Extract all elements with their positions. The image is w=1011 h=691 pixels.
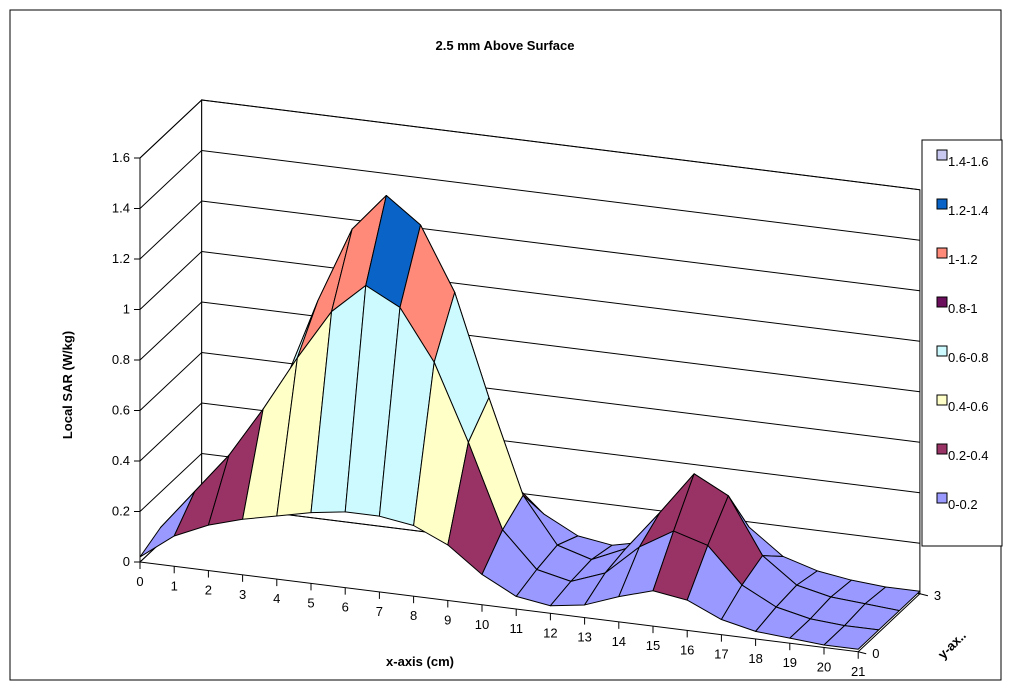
x-axis-ticks: 0 1 2 3 4 5 6 7 8 9 10 11 12 13 14 15 16 17 18 19 20 21 <box>136 562 865 679</box>
value-axis-title: Local SAR (W/kg) <box>60 331 75 439</box>
value-tick-label: 1 <box>123 302 130 317</box>
gridline <box>139 200 920 292</box>
x-tick-label: 4 <box>273 591 280 606</box>
gridline <box>139 402 920 494</box>
gridline <box>139 250 920 342</box>
x-tick-label: 3 <box>239 587 246 602</box>
legend: 1.4-1.6 1.2-1.4 1-1.2 0.8-1 0.6-0.8 0.4-0.6 0.… <box>921 139 1003 547</box>
value-axis-ticks: 0 0.2 0.4 0.6 0.8 1 1.2 1.4 1.6 <box>112 150 140 569</box>
legend-label: 1.2-1.4 <box>948 203 988 218</box>
y-axis-ticks: 03 <box>858 588 941 661</box>
x-tick-label: 5 <box>307 595 314 610</box>
legend-label: 0.8-1 <box>948 301 978 316</box>
x-tick-label: 15 <box>646 638 660 653</box>
gridline <box>139 301 920 393</box>
value-tick-label: 0.6 <box>112 403 130 418</box>
gridline <box>139 99 920 191</box>
x-tick-label: 20 <box>817 660 831 675</box>
x-tick-label: 14 <box>612 634 626 649</box>
value-tick-label: 0.8 <box>112 352 130 367</box>
x-tick-label: 0 <box>136 574 143 589</box>
legend-label: 1-1.2 <box>948 252 978 267</box>
gridline <box>139 149 920 241</box>
legend-swatch <box>936 345 948 357</box>
x-tick-label: 12 <box>543 625 557 640</box>
legend-swatch <box>936 198 948 210</box>
x-tick-label: 10 <box>475 617 489 632</box>
legend-label: 1.4-1.6 <box>948 154 988 169</box>
legend-swatch <box>936 443 948 455</box>
value-tick-label: 1.2 <box>112 251 130 266</box>
x-tick-label: 17 <box>714 647 728 662</box>
value-tick-label: 1.6 <box>112 150 130 165</box>
y-tick-label: 0 <box>872 646 879 661</box>
x-tick-label: 19 <box>783 655 797 670</box>
legend-swatch <box>936 492 948 504</box>
x-tick-label: 2 <box>205 583 212 598</box>
surface-plot <box>139 194 921 650</box>
legend-swatch <box>936 149 948 161</box>
x-tick-label: 16 <box>680 642 694 657</box>
legend-box <box>921 139 1003 547</box>
y-tick-label: 3 <box>934 588 941 603</box>
x-tick-label: 13 <box>577 630 591 645</box>
value-tick-label: 0.4 <box>112 453 130 468</box>
x-tick-label: 6 <box>342 600 349 615</box>
legend-swatch <box>936 296 948 308</box>
x-tick-label: 8 <box>410 608 417 623</box>
legend-swatch <box>936 247 948 259</box>
legend-label: 0.2-0.4 <box>948 448 988 463</box>
surface-patch <box>823 625 880 650</box>
x-tick-label: 1 <box>171 578 178 593</box>
value-tick-label: 0.2 <box>112 504 130 519</box>
value-tick-label: 0 <box>123 554 130 569</box>
y-tick-mark <box>858 651 867 655</box>
x-axis-title: x-axis (cm) <box>386 654 454 669</box>
x-tick-label: 11 <box>509 621 523 636</box>
x-tick-label: 9 <box>444 612 451 627</box>
gridline <box>139 351 920 443</box>
legend-label: 0-0.2 <box>948 497 978 512</box>
y-tick-mark <box>919 593 929 597</box>
legend-swatch <box>936 394 948 406</box>
legend-label: 0.6-0.8 <box>948 350 988 365</box>
value-tick-label: 1.4 <box>112 201 130 216</box>
x-tick-label: 21 <box>851 664 865 679</box>
x-tick-label: 7 <box>376 604 383 619</box>
chart-title: 2.5 mm Above Surface <box>436 38 575 53</box>
x-tick-label: 18 <box>748 651 762 666</box>
legend-label: 0.4-0.6 <box>948 399 988 414</box>
